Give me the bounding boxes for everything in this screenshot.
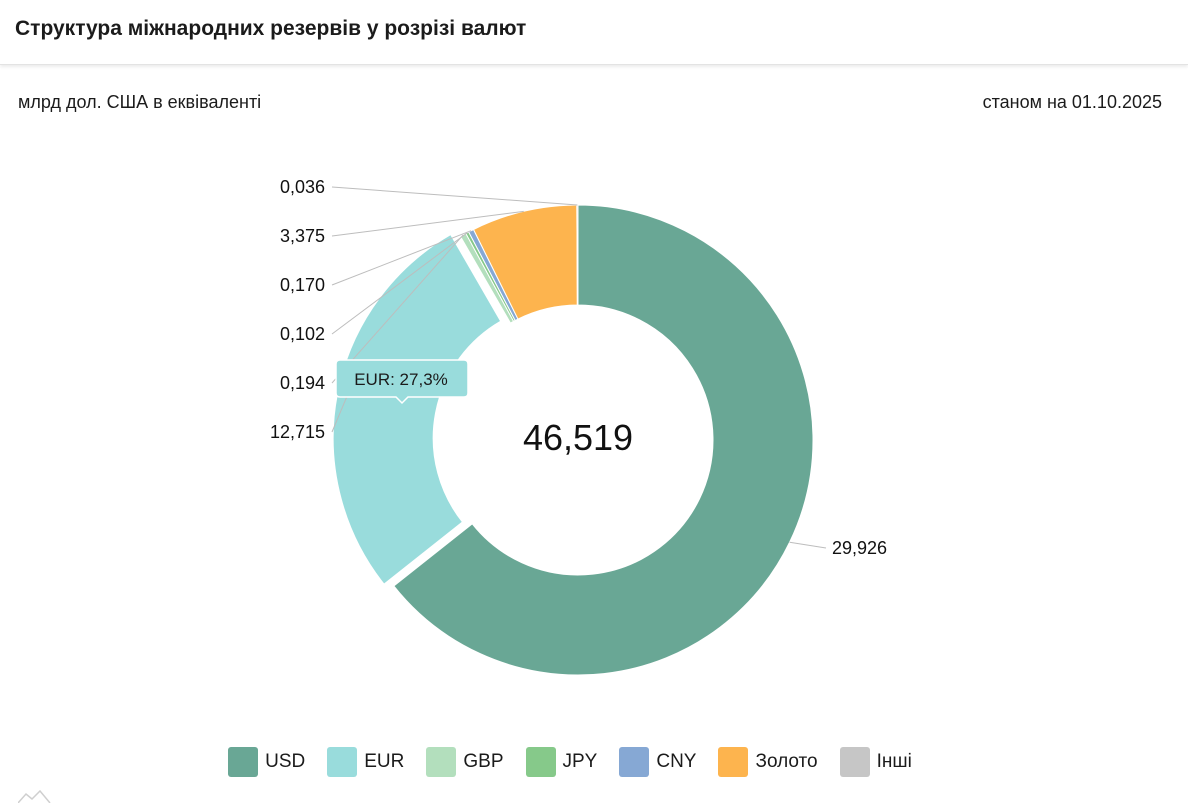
legend-item-gbp[interactable]: GBP <box>426 747 504 777</box>
leader-line-usd <box>789 541 827 549</box>
legend-item-інші[interactable]: Інші <box>839 747 912 777</box>
legend-label: Золото <box>755 751 818 772</box>
legend-label: JPY <box>562 751 598 772</box>
tooltip-box <box>335 359 469 405</box>
legend-item-jpy[interactable]: JPY <box>525 747 598 777</box>
legend-swatch <box>426 747 457 777</box>
legend-swatch <box>327 747 358 777</box>
page-title: Структура міжнародних резервів у розрізі… <box>15 17 527 40</box>
legend-label: GBP <box>463 751 504 772</box>
tooltip: EUR: 27,3% <box>335 359 469 405</box>
legend-label: USD <box>265 751 306 772</box>
data-label-jpy: 0,102 <box>280 324 325 344</box>
leader-line-gbp <box>331 234 464 384</box>
leader-line-cny <box>331 230 472 286</box>
center-total: 46,519 <box>523 417 633 458</box>
legend-label: Інші <box>876 751 912 772</box>
legend: USD EUR GBP JPY CNY Золото Інші <box>0 747 1140 777</box>
legend-item-золото[interactable]: Золото <box>718 747 818 777</box>
data-label-eur: 12,715 <box>270 422 325 442</box>
legend-label: CNY <box>656 751 697 772</box>
legend-swatch <box>718 747 749 777</box>
slices-group <box>332 204 814 676</box>
leader-line-eur <box>331 395 348 433</box>
data-label-cny: 0,170 <box>280 275 325 295</box>
legend-item-eur[interactable]: EUR <box>327 747 404 777</box>
legend-item-usd[interactable]: USD <box>228 747 305 777</box>
slice-eur[interactable] <box>332 233 502 585</box>
leader-lines-group <box>331 186 827 549</box>
leader-line-золото <box>331 210 524 237</box>
slice-usd[interactable] <box>393 204 814 676</box>
legend-swatch <box>619 747 650 777</box>
header: Структура міжнародних резервів у розрізі… <box>0 0 1188 65</box>
legend-label: EUR <box>364 751 405 772</box>
data-label-золото: 3,375 <box>280 226 325 246</box>
tooltip-text: EUR: 27,3% <box>354 370 448 389</box>
legend-swatch <box>228 747 259 777</box>
data-label-gbp: 0,194 <box>280 373 325 393</box>
slice-інші[interactable] <box>576 204 579 306</box>
logo-icon <box>18 790 51 803</box>
leader-line-інші <box>331 186 578 206</box>
legend-swatch <box>839 747 870 777</box>
legend-swatch <box>525 747 556 777</box>
legend-item-cny[interactable]: CNY <box>619 747 696 777</box>
data-labels-group: 29,926 12,715 0,194 0,102 0,170 3,375 0,036 <box>270 177 887 558</box>
data-label-usd: 29,926 <box>832 538 887 558</box>
unit-label: млрд дол. США в еквіваленті <box>18 92 262 112</box>
as-of-date: станом на 01.10.2025 <box>982 92 1162 112</box>
leader-line-jpy <box>331 232 468 335</box>
data-label-інші: 0,036 <box>280 177 325 197</box>
